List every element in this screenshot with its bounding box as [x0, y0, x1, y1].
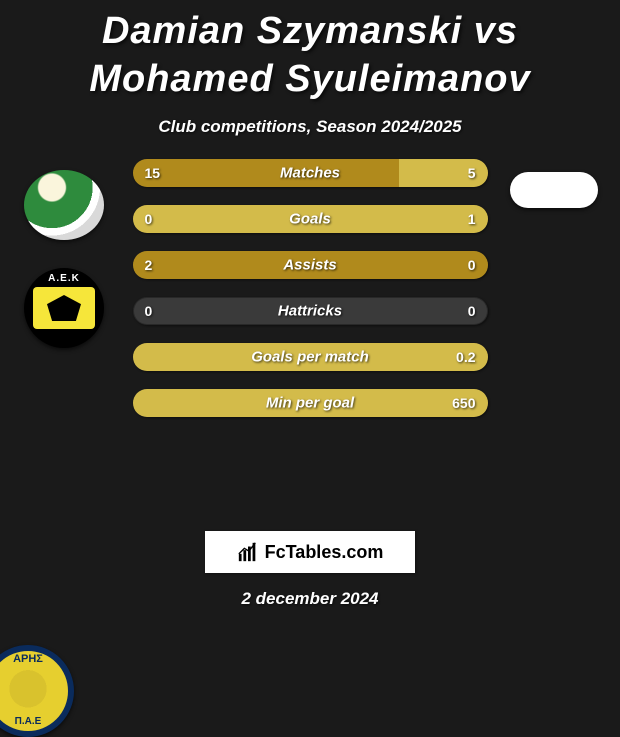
stat-bars: Matches155 Goals01 Assists20 Hattricks0 0 Goa…: [133, 159, 488, 417]
club-right-text-top: ΑΡΗΣ: [0, 653, 68, 665]
page-title: Damian Szymanski vs Mohamed Syuleimanov: [0, 0, 620, 103]
stat-row: Goals01: [133, 205, 488, 233]
chart-icon: [237, 541, 259, 563]
stat-bar-right: [399, 159, 488, 187]
stat-bar-left: [133, 159, 399, 187]
season-subtitle: Club competitions, Season 2024/2025: [0, 117, 620, 137]
player-left-avatar: [24, 170, 104, 240]
player-left-club-badge: A.E.K: [24, 268, 104, 348]
player-right-club-badge: ΑΡΗΣ Π.Α.Ε: [0, 645, 74, 737]
stat-row: Hattricks0 0: [133, 297, 488, 325]
stat-bar-right: [133, 389, 488, 417]
stat-row: Min per goal650: [133, 389, 488, 417]
stat-value-left: 0: [145, 303, 153, 319]
stat-row: Assists20: [133, 251, 488, 279]
stat-bar-left: [133, 251, 488, 279]
date-label: 2 december 2024: [0, 589, 620, 609]
source-badge[interactable]: FcTables.com: [205, 531, 415, 573]
player-right-flag: [510, 172, 598, 208]
stat-row: Goals per match0.2: [133, 343, 488, 371]
stat-value-right: 0: [468, 303, 476, 319]
source-label: FcTables.com: [265, 542, 384, 563]
stat-label: Hattricks: [133, 303, 488, 320]
stat-bar-right: [133, 205, 488, 233]
eagle-icon: [47, 295, 81, 321]
stat-row: Matches155: [133, 159, 488, 187]
club-left-text: A.E.K: [33, 273, 95, 284]
club-right-text-bottom: Π.Α.Ε: [0, 716, 68, 727]
stat-bar-right: [133, 343, 488, 371]
